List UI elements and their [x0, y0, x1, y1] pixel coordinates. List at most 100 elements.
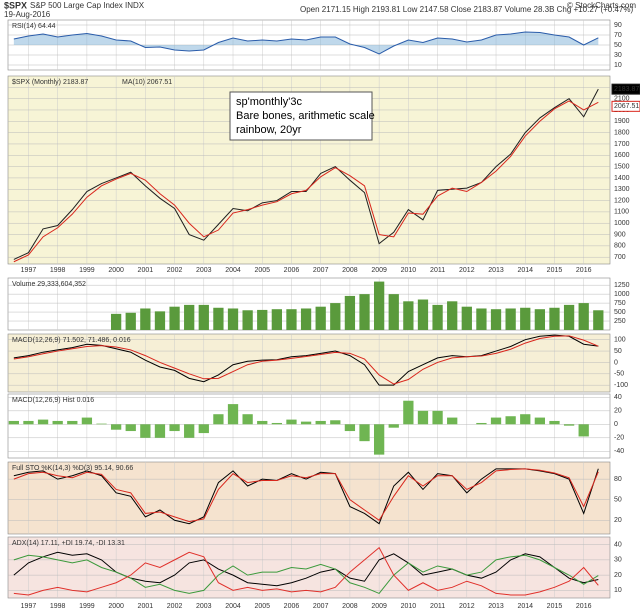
annotation: Bare bones, arithmetic scale [236, 110, 375, 122]
x-tick-label: 2002 [167, 603, 183, 610]
panel-label: MACD(12,26,9) Hist 0.016 [12, 397, 94, 404]
bar [344, 424, 356, 432]
x-tick-label: 2010 [401, 267, 417, 274]
y-tick-label: 100 [614, 337, 626, 344]
bar [534, 417, 546, 425]
bar [388, 424, 399, 428]
y-tick-label: 800 [614, 243, 626, 250]
panel-label: ADX(14) 17.11, +DI 19.74, -DI 13.31 [12, 540, 125, 547]
y-tick-label: 2100 [614, 95, 630, 102]
panel-label: RSI(14) 64.44 [12, 23, 56, 30]
bar [23, 420, 34, 425]
x-tick-label: 2011 [430, 267, 445, 274]
last-value-label: 2183.87 [614, 86, 639, 93]
bar [125, 424, 136, 432]
bar [67, 420, 78, 425]
bar [534, 309, 546, 330]
bar [520, 307, 531, 330]
y-tick-label: 0 [614, 421, 618, 428]
bar [300, 308, 312, 330]
y-tick-label: 900 [614, 231, 626, 238]
y-tick-label: 250 [614, 318, 626, 325]
x-tick-label: 2010 [401, 603, 417, 610]
y-tick-label: 20 [614, 517, 622, 524]
bar [52, 420, 63, 425]
bar [403, 301, 414, 330]
y-tick-label: -50 [614, 371, 624, 378]
bar [286, 419, 297, 425]
x-tick-label: 2013 [488, 267, 504, 274]
y-tick-label: 50 [614, 42, 622, 49]
bar [140, 308, 151, 330]
symbol-name: S&P 500 Large Cap Index INDX [30, 1, 145, 10]
last-value-label: 2067.51 [614, 103, 639, 110]
y-tick-label: 1100 [614, 209, 629, 216]
y-tick-label: -100 [614, 382, 628, 389]
y-tick-label: 90 [614, 22, 622, 29]
bar [213, 414, 224, 425]
x-tick-label: 2012 [459, 267, 475, 274]
bar [563, 424, 575, 426]
bar [81, 417, 93, 425]
bar [461, 306, 472, 330]
bar [417, 299, 429, 330]
panel-background [7, 333, 611, 393]
y-tick-label: 10 [614, 62, 622, 69]
bar [184, 304, 195, 330]
panel-background [7, 536, 611, 599]
x-tick-label: 2003 [196, 603, 212, 610]
series-line [13, 335, 599, 385]
last-value-box [611, 83, 640, 95]
bar [227, 308, 239, 330]
bar [490, 309, 502, 330]
bar [140, 424, 151, 438]
x-tick-label: 2006 [284, 603, 300, 610]
y-tick-label: 20 [614, 572, 622, 579]
x-tick-label: 2016 [576, 267, 592, 274]
last-value-box [611, 100, 640, 112]
y-tick-label: 0 [614, 359, 618, 366]
bar [330, 420, 341, 425]
series-line [13, 551, 599, 587]
y-tick-label: -20 [614, 435, 624, 442]
bar [549, 420, 560, 425]
panel-label: $SPX (Monthly) 2183.87 [12, 79, 88, 86]
y-tick-label: 70 [614, 32, 622, 39]
x-tick-label: 2000 [108, 267, 124, 274]
bar [242, 414, 253, 425]
y-tick-label: 1600 [614, 152, 630, 159]
bar [169, 306, 180, 330]
series-line [13, 554, 599, 595]
x-tick-label: 2004 [225, 267, 241, 274]
y-tick-label: 50 [614, 497, 622, 504]
x-tick-label: 2001 [138, 267, 154, 274]
series-line [13, 468, 599, 525]
y-tick-label: 1800 [614, 129, 630, 136]
bar [154, 424, 166, 438]
x-tick-label: 2013 [488, 603, 504, 610]
panel-label: Full STO %K(14,3) %D(3) 95.14, 90.66 [12, 465, 133, 472]
y-tick-label: 1200 [614, 197, 630, 204]
bar [520, 414, 531, 425]
x-tick-label: 2000 [108, 603, 124, 610]
bar [330, 303, 341, 330]
bar [315, 306, 326, 330]
x-tick-label: 2009 [371, 267, 387, 274]
series-line [13, 100, 599, 263]
x-tick-label: 2004 [225, 603, 241, 610]
bar [271, 309, 282, 330]
panel-label: MA(10) 2067.51 [122, 79, 172, 86]
y-tick-label: 30 [614, 557, 622, 564]
series-line [13, 334, 599, 386]
x-tick-label: 2011 [430, 603, 445, 610]
bar [315, 420, 326, 425]
bar [563, 304, 575, 330]
x-tick-label: 2014 [517, 267, 533, 274]
y-tick-label: 1000 [614, 291, 630, 298]
x-tick-label: 2007 [313, 267, 329, 274]
x-tick-label: 1998 [50, 267, 66, 274]
x-tick-label: 2009 [371, 603, 387, 610]
panel-background [7, 393, 611, 459]
y-tick-label: 30 [614, 52, 622, 59]
